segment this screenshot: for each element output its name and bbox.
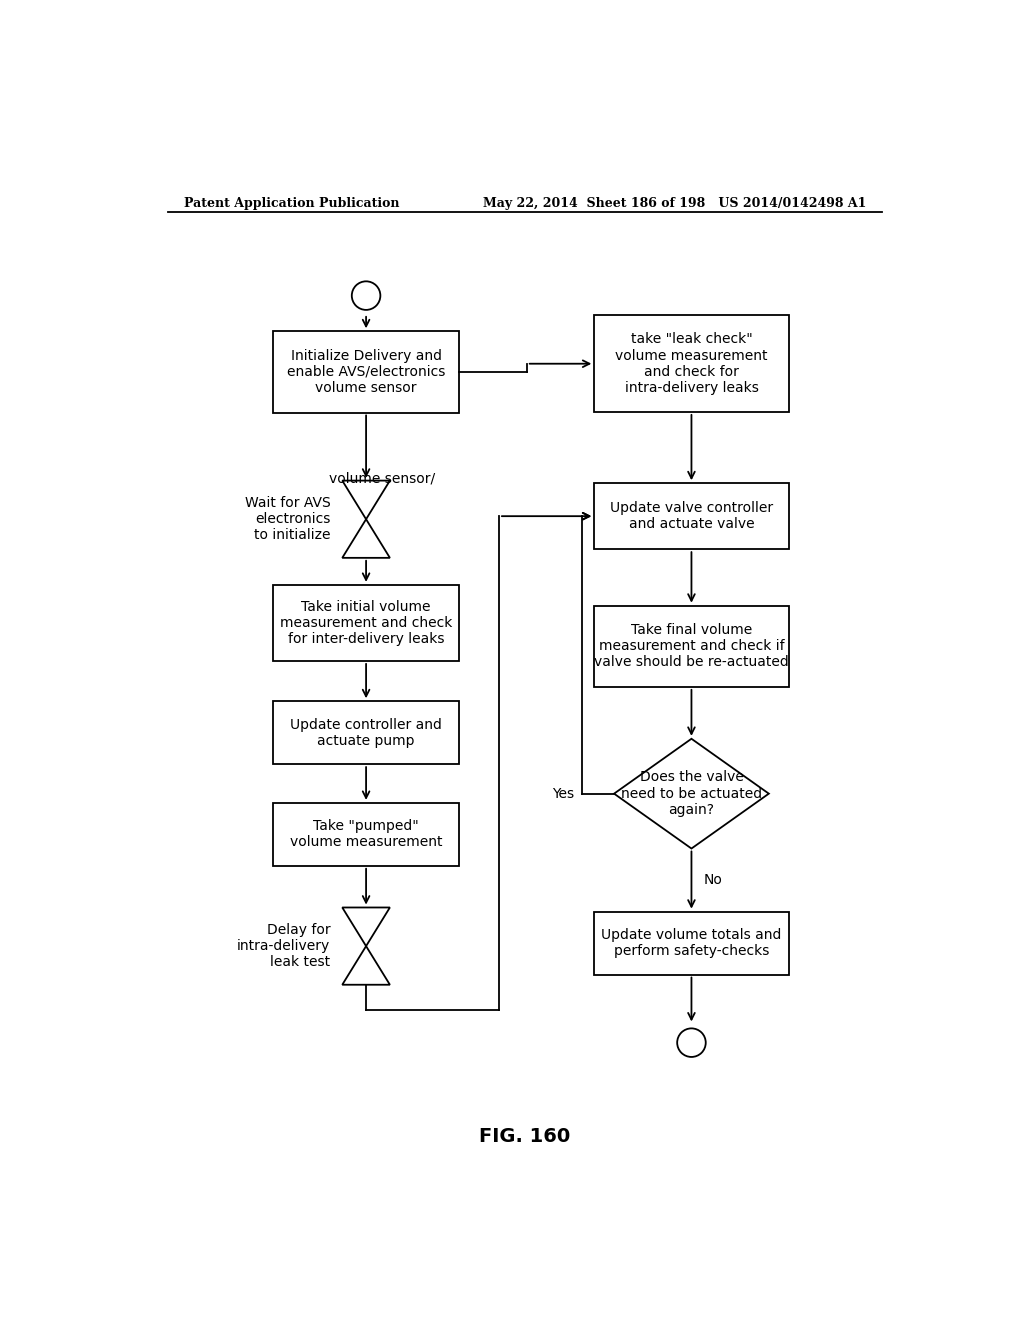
Text: Delay for
intra-delivery
leak test: Delay for intra-delivery leak test	[238, 923, 331, 969]
FancyBboxPatch shape	[272, 331, 460, 412]
Ellipse shape	[352, 281, 380, 310]
FancyBboxPatch shape	[594, 912, 788, 974]
Text: Does the valve
need to be actuated
again?: Does the valve need to be actuated again…	[621, 771, 762, 817]
Ellipse shape	[677, 1028, 706, 1057]
Polygon shape	[342, 907, 390, 946]
Text: Yes: Yes	[552, 787, 574, 801]
Text: Update valve controller
and actuate valve: Update valve controller and actuate valv…	[610, 502, 773, 531]
Polygon shape	[342, 946, 390, 985]
FancyBboxPatch shape	[594, 606, 788, 686]
FancyBboxPatch shape	[272, 701, 460, 764]
Polygon shape	[614, 739, 769, 849]
Text: take "leak check"
volume measurement
and check for
intra-delivery leaks: take "leak check" volume measurement and…	[615, 333, 768, 395]
Text: Initialize Delivery and
enable AVS/electronics
volume sensor: Initialize Delivery and enable AVS/elect…	[287, 348, 445, 395]
FancyBboxPatch shape	[594, 483, 788, 549]
FancyBboxPatch shape	[272, 803, 460, 866]
Text: Patent Application Publication: Patent Application Publication	[183, 197, 399, 210]
Text: Update volume totals and
perform safety-checks: Update volume totals and perform safety-…	[601, 928, 781, 958]
Polygon shape	[342, 480, 390, 519]
Text: Update controller and
actuate pump: Update controller and actuate pump	[290, 718, 442, 747]
Text: May 22, 2014  Sheet 186 of 198   US 2014/0142498 A1: May 22, 2014 Sheet 186 of 198 US 2014/01…	[482, 197, 866, 210]
Polygon shape	[342, 519, 390, 558]
Text: No: No	[703, 873, 722, 887]
Text: Wait for AVS
electronics
to initialize: Wait for AVS electronics to initialize	[245, 496, 331, 543]
Text: Take initial volume
measurement and check
for inter-delivery leaks: Take initial volume measurement and chec…	[280, 599, 453, 645]
Text: FIG. 160: FIG. 160	[479, 1127, 570, 1146]
Text: Take final volume
measurement and check if
valve should be re-actuated: Take final volume measurement and check …	[594, 623, 788, 669]
Text: volume sensor/: volume sensor/	[329, 471, 435, 486]
FancyBboxPatch shape	[594, 315, 788, 412]
Text: Take "pumped"
volume measurement: Take "pumped" volume measurement	[290, 820, 442, 849]
FancyBboxPatch shape	[272, 585, 460, 661]
